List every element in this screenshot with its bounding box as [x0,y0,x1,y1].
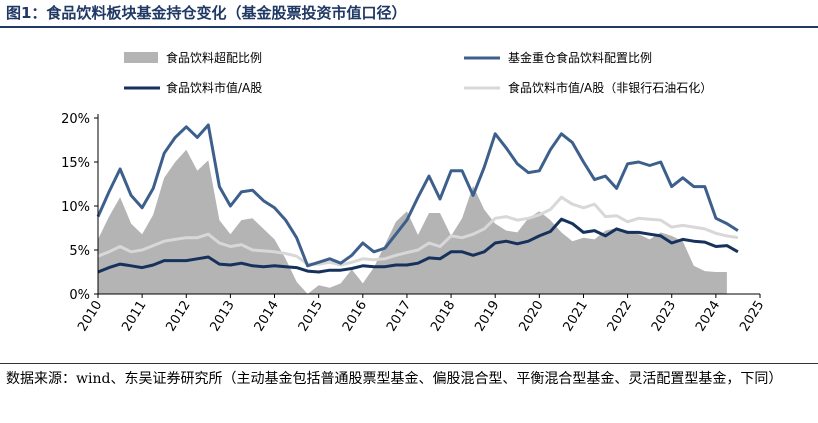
source-note: 数据来源：wind、东吴证券研究所（主动基金包括普通股票型基金、偏股混合型、平衡… [6,371,783,387]
series-line-heavy-holding [96,123,739,268]
x-tick-label: 2024 [693,298,723,334]
x-tick-label: 2021 [561,298,591,334]
x-tick-label: 2025 [737,298,767,334]
x-tick-label: 2020 [516,298,546,334]
x-tick-label: 2023 [649,298,679,334]
legend: 食品饮料超配比例 基金重仓食品饮料配置比例 食品饮料市值/A股 食品饮料市值/A… [124,50,712,95]
y-tick-label: 5% [69,244,90,259]
x-tick-label: 2019 [472,298,502,334]
x-tick-label: 2013 [208,298,238,334]
legend-swatch-overweight [124,52,158,63]
legend-label-mktcap-ex-fin: 食品饮料市值/A股（非银行石油石化） [508,80,712,95]
x-tick-label: 2018 [428,298,458,334]
x-tick-label: 2022 [605,298,635,334]
x-tick-label: 2014 [252,298,282,334]
x-tick-label: 2017 [384,298,414,334]
x-tick-label: 2010 [75,298,105,334]
figure-title: 图1：食品饮料板块基金持仓变化（基金股票投资市值口径） [6,4,407,22]
series-line-mktcap-ex-fin [97,195,739,267]
legend-label-mktcap-ratio: 食品饮料市值/A股 [166,80,262,95]
y-tick-label: 20% [61,112,90,127]
legend-label-heavy-holding: 基金重仓食品饮料配置比例 [508,50,652,65]
legend-label-overweight: 食品饮料超配比例 [166,50,262,65]
y-tick-label: 10% [61,200,90,215]
series-area-overweight [98,149,727,294]
source-divider [0,363,818,364]
title-divider [0,26,818,28]
y-tick-label: 15% [61,156,90,171]
series-line-mktcap-ratio [97,217,739,274]
series-layer [96,123,739,294]
chart: 0% 5% 10% 15% 20% 2010 2011 2012 2013 2014 2015 201… [61,50,767,334]
x-tick-label: 2016 [340,298,370,334]
x-tick-label: 2011 [119,298,149,334]
x-tick-label: 2012 [163,298,193,334]
x-tick-label: 2015 [296,298,326,334]
y-tick-label: 0% [69,288,90,303]
